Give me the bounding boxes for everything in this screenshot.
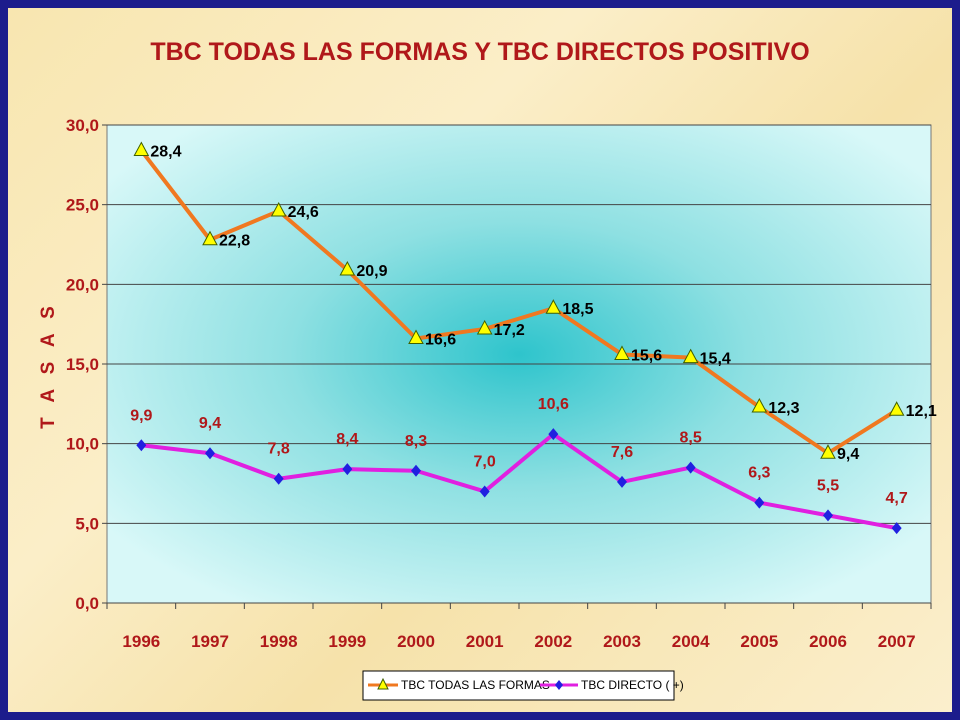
data-point-triangle bbox=[476, 319, 493, 335]
legend-triangle-icon bbox=[377, 677, 389, 690]
data-point-triangle bbox=[820, 444, 836, 459]
x-tick-label: 1998 bbox=[260, 632, 298, 651]
data-point-triangle bbox=[751, 397, 768, 413]
data-point-triangle bbox=[270, 201, 287, 217]
data-label: 5,5 bbox=[817, 477, 839, 494]
y-tick-label: 15,0 bbox=[66, 355, 99, 374]
data-label: 4,7 bbox=[886, 490, 908, 507]
data-point-triangle bbox=[408, 329, 424, 345]
data-label: 9,4 bbox=[837, 446, 859, 463]
y-axis-label: T A S A S bbox=[38, 301, 59, 429]
data-point-triangle bbox=[339, 260, 356, 276]
y-tick-label: 20,0 bbox=[66, 275, 99, 294]
data-point-diamond bbox=[411, 464, 421, 477]
data-label: 16,6 bbox=[425, 332, 456, 349]
y-tick-label: 0,0 bbox=[75, 594, 99, 613]
data-label: 8,3 bbox=[405, 433, 427, 450]
data-point-diamond bbox=[479, 485, 490, 498]
data-point-diamond bbox=[823, 509, 833, 522]
data-label: 22,8 bbox=[219, 233, 250, 250]
x-tick-label: 2000 bbox=[397, 632, 435, 651]
data-point-diamond bbox=[754, 496, 765, 509]
legend-label-todas: TBC TODAS LAS FORMAS bbox=[401, 678, 550, 692]
legend-label-directo: TBC DIRECTO ( +) bbox=[581, 678, 684, 692]
x-tick-label: 1997 bbox=[191, 632, 229, 651]
data-point-diamond bbox=[891, 522, 902, 535]
data-label: 24,6 bbox=[288, 204, 319, 221]
y-tick-label: 10,0 bbox=[66, 435, 99, 454]
data-label: 7,0 bbox=[474, 453, 496, 470]
data-label: 12,1 bbox=[906, 403, 937, 420]
data-label: 7,8 bbox=[268, 441, 290, 458]
x-axis-ticks: 1996 1997 1998 1999 2000 2001 2002 2003 2004 2005… bbox=[106, 603, 932, 651]
data-label: 7,6 bbox=[611, 444, 633, 461]
series-layer bbox=[133, 141, 905, 535]
x-tick-label: 2004 bbox=[672, 632, 710, 651]
x-tick-label: 1999 bbox=[328, 632, 366, 651]
x-tick-label: 1996 bbox=[122, 632, 160, 651]
data-label: 10,6 bbox=[538, 396, 569, 413]
y-tick-label: 30,0 bbox=[66, 116, 99, 135]
data-label: 8,4 bbox=[336, 431, 358, 448]
data-point-diamond bbox=[685, 461, 696, 474]
data-label: 18,5 bbox=[562, 301, 593, 318]
series-line-1 bbox=[141, 432, 898, 531]
legend-diamond-icon bbox=[555, 680, 563, 690]
data-point-diamond bbox=[342, 463, 353, 476]
data-label: 12,3 bbox=[768, 400, 799, 417]
data-label: 17,2 bbox=[494, 322, 525, 339]
x-tick-label: 2001 bbox=[466, 632, 504, 651]
data-label: 8,5 bbox=[680, 430, 702, 447]
data-point-triangle bbox=[202, 230, 218, 246]
legend-box bbox=[362, 670, 675, 701]
x-tick-label: 2007 bbox=[878, 632, 916, 651]
x-tick-label: 2003 bbox=[603, 632, 641, 651]
data-point-triangle bbox=[888, 401, 905, 416]
y-tick-label: 25,0 bbox=[66, 196, 99, 215]
y-tick-label: 5,0 bbox=[75, 514, 99, 533]
data-label: 20,9 bbox=[356, 263, 387, 280]
data-label: 28,4 bbox=[150, 143, 181, 160]
data-point-triangle bbox=[682, 348, 699, 364]
chart-title: TBC TODAS LAS FORMAS Y TBC DIRECTOS POSI… bbox=[150, 38, 809, 66]
data-point-diamond bbox=[273, 472, 284, 485]
series-line-0 bbox=[139, 149, 898, 456]
data-point-diamond bbox=[136, 439, 147, 452]
data-label: 9,4 bbox=[199, 415, 221, 432]
x-tick-label: 2002 bbox=[534, 632, 572, 651]
data-label: 6,3 bbox=[748, 465, 770, 482]
data-label: 15,4 bbox=[700, 351, 731, 368]
y-axis-ticks: 0,0 5,0 10,0 15,0 20,0 25,0 30,0 bbox=[66, 116, 107, 613]
data-label: 15,6 bbox=[631, 347, 662, 364]
data-point-diamond bbox=[617, 475, 627, 488]
gridlines bbox=[107, 124, 931, 604]
data-point-triangle bbox=[614, 345, 630, 360]
data-point-triangle bbox=[545, 299, 562, 314]
x-tick-label: 2005 bbox=[740, 632, 778, 651]
x-tick-label: 2006 bbox=[809, 632, 847, 651]
data-point-diamond bbox=[548, 428, 559, 441]
legend: TBC TODAS LAS FORMAS TBC DIRECTO ( +) bbox=[362, 670, 684, 701]
data-point-diamond bbox=[205, 447, 215, 460]
data-label: 9,9 bbox=[130, 407, 152, 424]
data-labels: 28,4 22,8 24,6 20,9 16,6 17,2 18,5 15,6 15,4 12,3… bbox=[130, 143, 937, 507]
data-point-triangle bbox=[133, 141, 150, 156]
